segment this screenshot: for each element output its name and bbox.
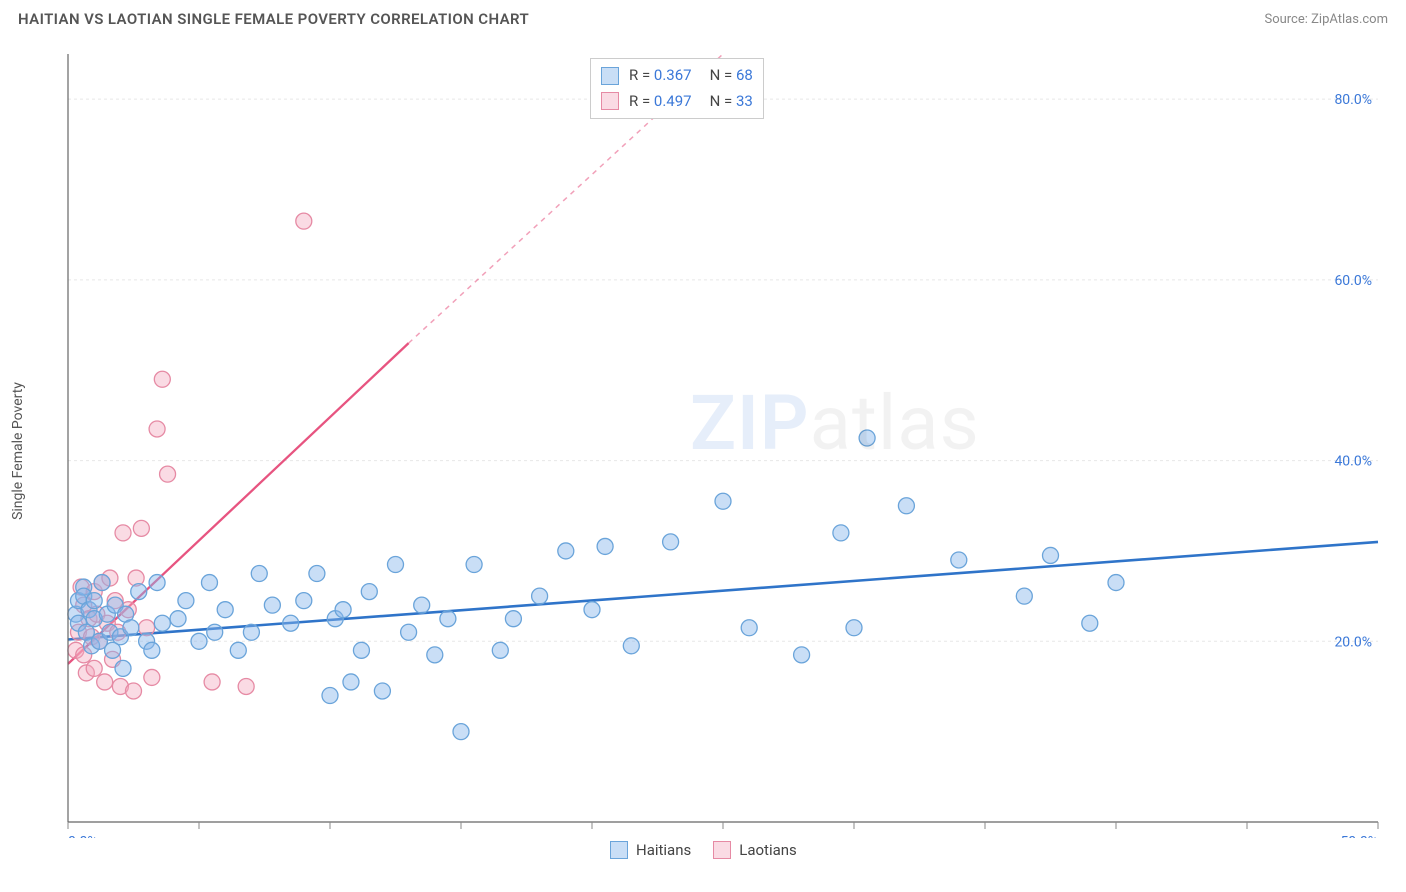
legend-item: Laotians	[713, 841, 797, 859]
stats-swatch	[601, 92, 619, 110]
svg-text:20.0%: 20.0%	[1334, 634, 1372, 650]
y-axis-label: Single Female Poverty	[10, 382, 26, 520]
scatter-plot-svg: 20.0% 40.0% 60.0% 80.0% 0.0% 50.0%	[50, 48, 1390, 838]
svg-text:0.0%: 0.0%	[68, 834, 98, 838]
correlation-stats-box: R = 0.367 N = 68 R = 0.497 N = 33	[590, 58, 764, 119]
chart-header: HAITIAN VS LAOTIAN SINGLE FEMALE POVERTY…	[0, 0, 1406, 34]
chart-title: HAITIAN VS LAOTIAN SINGLE FEMALE POVERTY…	[18, 10, 529, 28]
stats-r-label: R = 0.497	[629, 89, 692, 115]
legend-item: Haitians	[610, 841, 691, 859]
svg-text:60.0%: 60.0%	[1334, 273, 1372, 289]
stats-row: R = 0.367 N = 68	[601, 63, 753, 89]
svg-text:80.0%: 80.0%	[1334, 92, 1372, 108]
stats-row: R = 0.497 N = 33	[601, 89, 753, 115]
legend-swatch	[610, 841, 628, 859]
stats-n-label: N = 68	[710, 63, 753, 89]
stats-r-label: R = 0.367	[629, 63, 692, 89]
svg-text:50.0%: 50.0%	[1340, 834, 1378, 838]
legend-label: Laotians	[739, 841, 797, 859]
stats-swatch	[601, 67, 619, 85]
chart-source: Source: ZipAtlas.com	[1264, 12, 1388, 27]
series-legend: Haitians Laotians	[610, 841, 797, 859]
stats-n-label: N = 33	[710, 89, 753, 115]
legend-label: Haitians	[636, 841, 691, 859]
svg-text:40.0%: 40.0%	[1334, 454, 1372, 470]
plot-area: Single Female Poverty 20.0%40.0%60.0%80.…	[50, 48, 1390, 838]
legend-swatch	[713, 841, 731, 859]
